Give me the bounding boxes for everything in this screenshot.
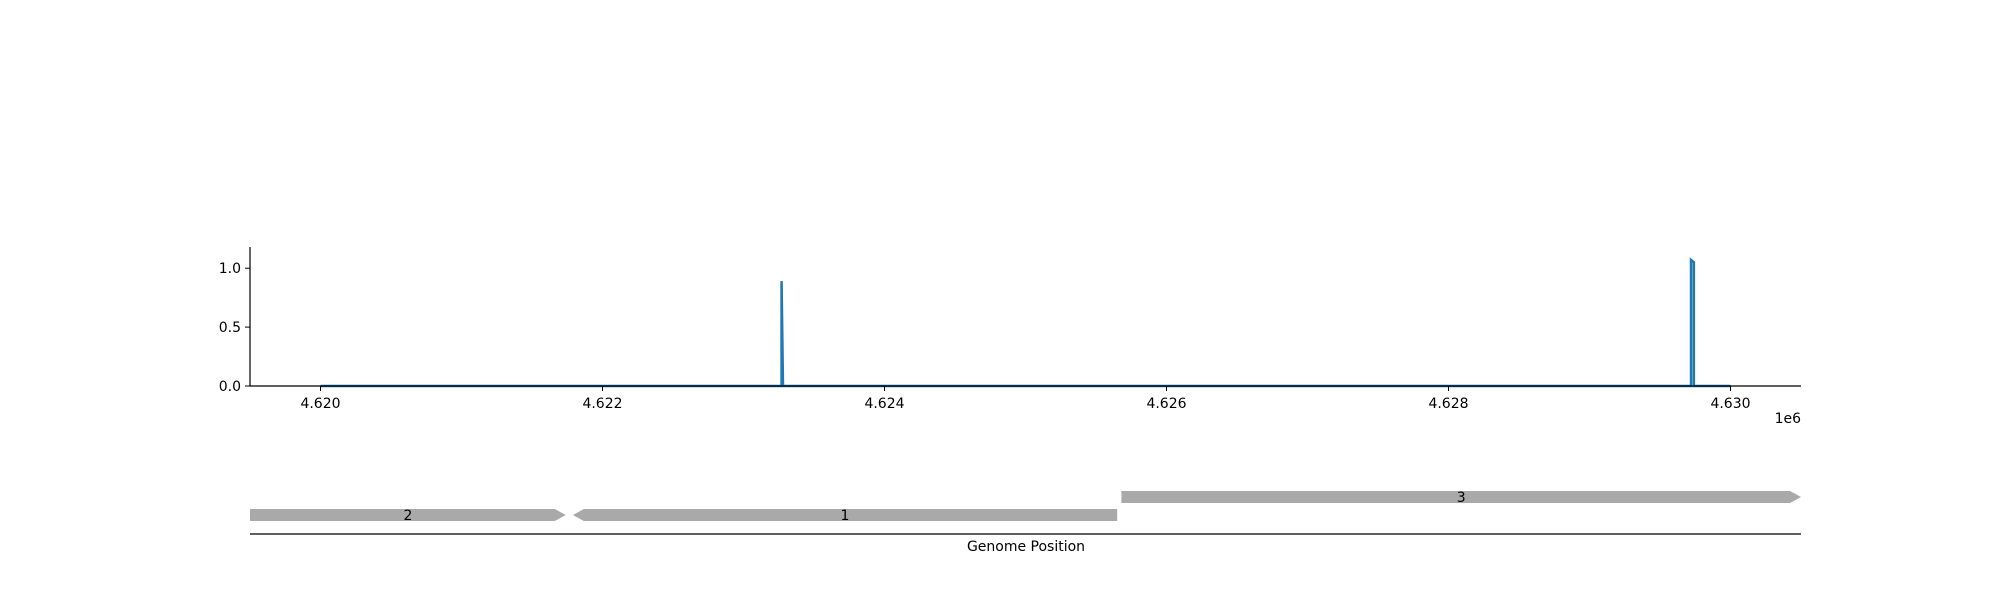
gene-arrows: 2 1 3 bbox=[250, 490, 1801, 524]
x-tick-label: 4.624 bbox=[864, 396, 904, 412]
x-tick-label: 4.630 bbox=[1710, 396, 1750, 412]
y-tick-label: 0.5 bbox=[219, 320, 241, 336]
x-axis-offset-label: 1e6 bbox=[1775, 411, 1802, 427]
x-tick-label: 4.626 bbox=[1146, 396, 1186, 412]
gene-map: 2 1 3 Genome Position bbox=[250, 490, 1801, 555]
series-lines bbox=[320, 257, 1731, 388]
y-tick-label: 1.0 bbox=[219, 261, 241, 277]
gene-label-3: 3 bbox=[1457, 490, 1466, 506]
y-tick-label: 0.0 bbox=[219, 379, 241, 395]
y-ticks: 0.0 0.5 1.0 bbox=[219, 261, 250, 395]
gene-map-x-axis-label: Genome Position bbox=[967, 539, 1085, 555]
x-ticks: 4.620 4.622 4.624 4.626 4.628 4.630 bbox=[300, 386, 1751, 412]
gene-label-2: 2 bbox=[403, 508, 412, 524]
series-line-1 bbox=[320, 257, 1731, 388]
gene-arrow-3 bbox=[1121, 491, 1801, 503]
x-tick-label: 4.620 bbox=[300, 396, 340, 412]
coverage-plot: 4.620 4.622 4.624 4.626 4.628 4.630 0.0 0.5 1.0… bbox=[219, 247, 1801, 427]
gene-arrow-2 bbox=[250, 509, 566, 521]
x-tick-label: 4.622 bbox=[582, 396, 622, 412]
gene-arrow-1 bbox=[572, 509, 1118, 521]
x-tick-label: 4.628 bbox=[1428, 396, 1468, 412]
gene-label-1: 1 bbox=[841, 508, 850, 524]
